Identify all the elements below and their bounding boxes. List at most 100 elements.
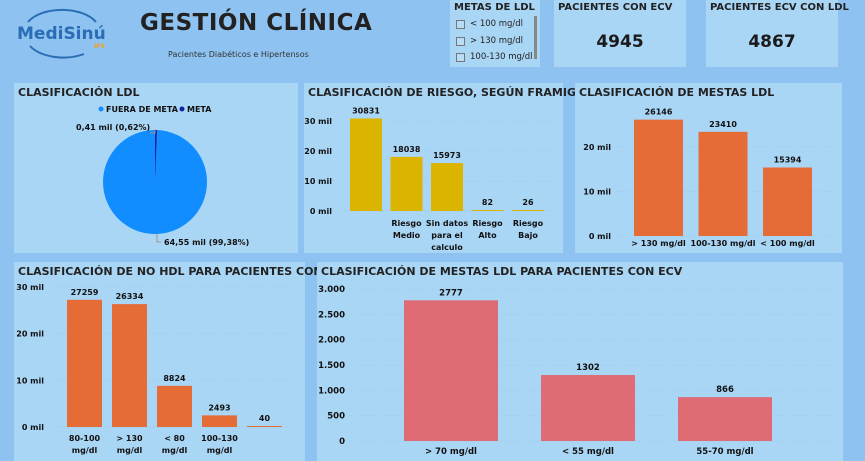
chart-title: CLASIFICACIÓN DE MESTAS LDL PARA PACIENT… — [321, 265, 683, 278]
x-tick-label: mg/dl — [207, 446, 233, 455]
bar — [202, 415, 237, 427]
data-label: 26146 — [645, 108, 673, 117]
kpi-label: PACIENTES CON ECV — [558, 2, 673, 13]
non-hdl-panel: CLASIFICACIÓN DE NO HDL PARA PACIENTES C… — [14, 262, 351, 461]
pie-slice — [155, 130, 158, 182]
x-tick-label: Bajo — [518, 231, 538, 240]
data-label: 2777 — [439, 288, 463, 298]
kpi-value: 4867 — [748, 32, 796, 52]
bar — [471, 210, 504, 211]
y-tick-label: 500 — [327, 412, 345, 422]
y-tick-label: 1.000 — [318, 386, 345, 396]
ldl-ecv-panel: CLASIFICACIÓN DE MESTAS LDL PARA PACIENT… — [317, 262, 843, 461]
bar — [541, 375, 635, 441]
x-tick-label: > 130 — [116, 434, 143, 443]
legend-label: META — [187, 105, 212, 114]
x-tick-label: 55-70 mg/dl — [696, 447, 753, 457]
pie-chart: FUERA DE META META 0,41 mil (0,62%) 64,55 m… — [76, 105, 249, 247]
page-subtitle: Pacientes Diabéticos e Hipertensos — [168, 50, 309, 59]
option-label: < 100 mg/dl — [470, 19, 524, 29]
data-label: 30831 — [352, 107, 380, 116]
data-label: 64,55 mil (99,38%) — [164, 238, 249, 247]
page-title: GESTIÓN CLÍNICA — [140, 10, 373, 36]
x-tick-label: Medio — [393, 231, 421, 240]
y-tick-label: 10 mil — [304, 177, 332, 186]
bar — [512, 210, 544, 211]
pie-slice — [103, 130, 208, 234]
chart-title: CLASIFICACIÓN LDL — [18, 86, 140, 99]
x-tick-label: < 100 mg/dl — [760, 239, 815, 248]
x-tick-label: calculo — [431, 243, 463, 252]
y-tick-label: 0 — [339, 437, 345, 447]
chart-title: CLASIFICACIÓN DE NO HDL PARA PACIENTES C… — [18, 265, 351, 278]
logo-graphic: MediSinú IPS — [17, 8, 106, 59]
x-tick-label: para el — [431, 231, 463, 240]
bar — [698, 131, 748, 236]
leader-line — [156, 234, 161, 243]
x-tick-label: > 130 mg/dl — [631, 239, 686, 248]
bar — [431, 163, 463, 211]
slicer-option[interactable]: 100-130 mg/dl — [456, 52, 533, 62]
x-tick-label: > 70 mg/dl — [425, 447, 477, 457]
y-tick-label: 0 mil — [22, 423, 44, 432]
leader-line — [150, 129, 156, 134]
data-label: 23410 — [709, 120, 737, 129]
y-tick-label: 30 mil — [304, 117, 332, 126]
ldl-goals-slicer: METAS DE LDL < 100 mg/dl > 130 mg/dl 100… — [450, 0, 540, 67]
slicer-option[interactable]: > 130 mg/dl — [456, 36, 523, 46]
bar — [350, 118, 382, 211]
logo-sub: IPS — [94, 43, 105, 50]
bar — [157, 385, 192, 427]
y-tick-label: 0 mil — [310, 207, 332, 216]
y-tick-label: 0 mil — [589, 232, 611, 241]
bar — [112, 304, 147, 427]
data-label: 866 — [716, 385, 734, 395]
legend-label: FUERA DE META — [106, 105, 179, 114]
slicer-title: METAS DE LDL — [454, 2, 535, 13]
checkbox[interactable] — [456, 19, 465, 29]
ldl-goals-panel: CLASIFICACIÓN DE MESTAS LDL 0 mil 10 mil 2… — [575, 83, 842, 253]
slicer-scrollbar[interactable] — [534, 16, 537, 59]
y-tick-label: 3.000 — [318, 285, 345, 295]
x-tick-label: < 80 — [164, 434, 185, 443]
x-tick-label: mg/dl — [117, 446, 143, 455]
bar — [634, 119, 683, 236]
data-label: 40 — [259, 414, 271, 423]
data-label: 82 — [482, 198, 493, 207]
non-hdl-bar-chart: 0 mil 10 mil 20 mil 30 mil 27259 80-100 mg/dl 2… — [16, 283, 297, 455]
data-label: 1302 — [576, 363, 600, 373]
x-tick-label: Sin datos — [426, 219, 468, 228]
x-tick-label: mg/dl — [72, 446, 98, 455]
bar — [678, 397, 772, 441]
kpi-card-ecv: PACIENTES CON ECV 4945 — [554, 0, 686, 67]
chart-title: CLASIFICACIÓN DE RIESGO, SEGÚN FRAMIGHAN — [308, 86, 603, 99]
data-label: 2493 — [208, 403, 230, 412]
slicer-option[interactable]: < 100 mg/dl — [456, 19, 523, 29]
option-label: 100-130 mg/dl — [470, 52, 533, 62]
y-tick-label: 30 mil — [16, 283, 44, 292]
chart-title: CLASIFICACIÓN DE MESTAS LDL — [579, 86, 775, 99]
y-tick-label: 20 mil — [583, 143, 611, 152]
medisinu-logo: MediSinú IPS — [14, 6, 110, 60]
checkbox[interactable] — [456, 52, 465, 62]
ldl-goals-bar-chart: 0 mil 10 mil 20 mil 26146 > 130 mg/dl 23410 10… — [583, 108, 834, 248]
y-tick-label: 20 mil — [16, 330, 44, 339]
checkbox[interactable] — [456, 36, 465, 46]
bar — [247, 426, 282, 427]
ldl-ecv-bar-chart: 0 500 1.000 1.500 2.000 2.500 3.000 2777 > 70 mg… — [318, 285, 835, 457]
x-tick-label: 80-100 — [69, 434, 101, 443]
y-tick-label: 2.000 — [318, 336, 345, 346]
y-tick-label: 20 mil — [304, 147, 332, 156]
x-tick-label: Alto — [478, 231, 497, 240]
option-label: > 130 mg/dl — [470, 36, 524, 46]
y-tick-label: 1.500 — [318, 361, 345, 371]
data-label: 26 — [522, 198, 534, 207]
x-tick-label: 100-130 mg/dl — [691, 239, 756, 248]
logo-text: MediSinú — [17, 24, 106, 44]
data-label: 0,41 mil (0,62%) — [76, 123, 150, 132]
legend-marker-fuera-de-meta — [98, 106, 104, 112]
kpi-value: 4945 — [596, 32, 644, 52]
data-label: 26334 — [116, 292, 144, 301]
bar — [390, 156, 423, 211]
data-label: 15973 — [433, 151, 461, 160]
